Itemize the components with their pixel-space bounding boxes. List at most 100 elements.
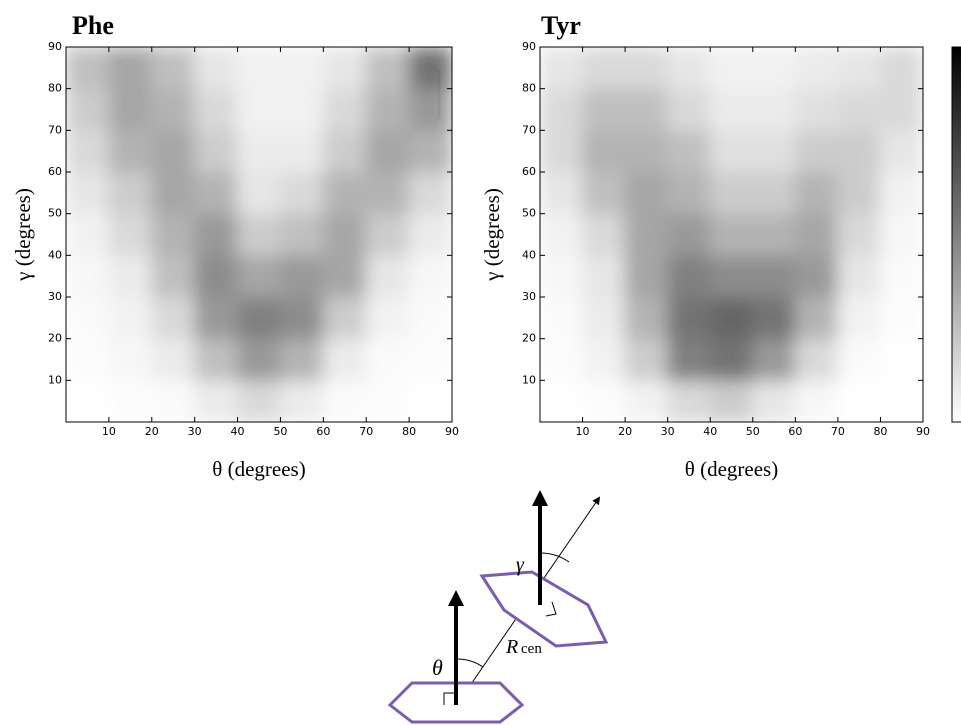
heatmap-cell: [709, 47, 754, 90]
heatmap-cell: [279, 171, 324, 215]
x-tick-label: 30: [188, 425, 202, 438]
heatmap-cell: [194, 379, 239, 422]
heatmap-cell: [66, 213, 110, 256]
x-tick-label: 20: [145, 425, 159, 438]
heatmap-cell: [667, 296, 711, 340]
heatmap-cell: [879, 254, 923, 298]
heatmap-cell: [624, 254, 669, 298]
plot-frame: [539, 46, 924, 423]
heatmap-cell: [322, 88, 367, 131]
heatmap: [540, 47, 923, 422]
heatmap-cell: [237, 47, 281, 90]
heatmap-cells: [66, 47, 452, 422]
heatmap-cell: [837, 171, 881, 215]
gamma-label: γ: [516, 554, 525, 576]
heatmap-cell: [667, 47, 711, 90]
heatmap-cell: [408, 88, 452, 131]
heatmap-cell: [108, 171, 153, 215]
x-tick-label: 90: [916, 425, 930, 438]
heatmap-cell: [108, 254, 153, 298]
heatmap-cell: [322, 129, 367, 173]
heatmap-cell: [794, 47, 839, 90]
x-tick-label: 10: [102, 425, 116, 438]
heatmap-cell: [540, 129, 584, 173]
heatmap-cell: [879, 379, 923, 422]
y-tick-label: 10: [48, 373, 62, 386]
heatmap-cell: [408, 171, 452, 215]
heatmap-cell: [667, 88, 711, 131]
heatmap-cell: [752, 338, 796, 381]
heatmap-cell: [582, 254, 626, 298]
heatmap-cell: [237, 379, 281, 422]
heatmap-cell: [667, 171, 711, 215]
x-tick-label: 50: [746, 425, 760, 438]
heatmap-cell: [794, 171, 839, 215]
heatmap-cell: [151, 129, 196, 173]
heatmap-cell: [365, 88, 410, 131]
heatmap-cell: [322, 171, 367, 215]
heatmap-cell: [709, 171, 754, 215]
x-tick-label: 90: [445, 425, 459, 438]
x-tick-label: 60: [788, 425, 802, 438]
x-axis-label: θ (degrees): [212, 457, 305, 481]
heatmap-cell: [108, 88, 153, 131]
heatmap-cell: [237, 296, 281, 340]
heatmap-cell: [279, 296, 324, 340]
x-tick-label: 70: [359, 425, 373, 438]
heatmap-cell: [194, 171, 239, 215]
y-tick-label: 80: [522, 82, 536, 95]
heatmap-cell: [879, 171, 923, 215]
heatmap-cell: [108, 338, 153, 381]
heatmap-cell: [408, 47, 452, 90]
x-tick-label: 30: [661, 425, 675, 438]
heatmap-cell: [794, 88, 839, 131]
orientation-diagram: θ γ R cen: [387, 490, 609, 724]
chart-title: Phe: [72, 11, 114, 40]
y-tick-label: 40: [48, 248, 62, 261]
heatmap-cell: [365, 296, 410, 340]
heatmap-cell: [322, 47, 367, 90]
heatmap-cell: [667, 213, 711, 256]
y-tick-label: 20: [48, 332, 62, 345]
heatmap-cell: [582, 171, 626, 215]
heatmap-cell: [408, 379, 452, 422]
heatmap-cell: [279, 254, 324, 298]
heatmap-cell: [752, 254, 796, 298]
heatmap-cell: [365, 254, 410, 298]
heatmap-cell: [624, 129, 669, 173]
x-tick-label: 20: [618, 425, 632, 438]
heatmap-cell: [408, 213, 452, 256]
heatmap-cell: [582, 338, 626, 381]
x-tick-label: 80: [873, 425, 887, 438]
heatmap-cell: [322, 254, 367, 298]
heatmap-cell: [540, 379, 584, 422]
heatmap-cell: [837, 129, 881, 173]
ring: [479, 570, 609, 648]
heatmap-cell: [709, 88, 754, 131]
y-tick-label: 50: [48, 207, 62, 220]
heatmap: [66, 47, 452, 422]
heatmap-cell: [194, 338, 239, 381]
heatmap-cell: [709, 379, 754, 422]
y-tick-label: 40: [522, 248, 536, 261]
heatmap-cell: [66, 47, 110, 90]
heatmap-cell: [709, 213, 754, 256]
right-angle: [443, 692, 456, 705]
heatmap-cell: [624, 296, 669, 340]
heatmap-cell: [582, 88, 626, 131]
heatmap-cell: [66, 129, 110, 173]
heatmap-cell: [624, 379, 669, 422]
heatmap-cell: [279, 88, 324, 131]
heatmap-cell: [279, 213, 324, 256]
heatmap-cell: [540, 254, 584, 298]
x-axis-label: θ (degrees): [685, 457, 778, 481]
heatmap-cell: [408, 338, 452, 381]
heatmap-cell: [151, 254, 196, 298]
heatmap-cell: [151, 296, 196, 340]
heatmap-cell: [624, 213, 669, 256]
heatmap-cell: [365, 129, 410, 173]
heatmap-cell: [237, 129, 281, 173]
heatmap-cell: [582, 129, 626, 173]
heatmap-cell: [408, 296, 452, 340]
heatmap-cell: [66, 338, 110, 381]
